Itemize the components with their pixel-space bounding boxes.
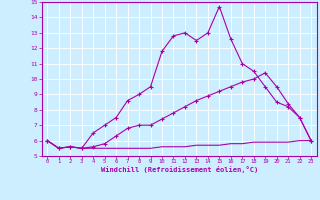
X-axis label: Windchill (Refroidissement éolien,°C): Windchill (Refroidissement éolien,°C) <box>100 166 258 173</box>
